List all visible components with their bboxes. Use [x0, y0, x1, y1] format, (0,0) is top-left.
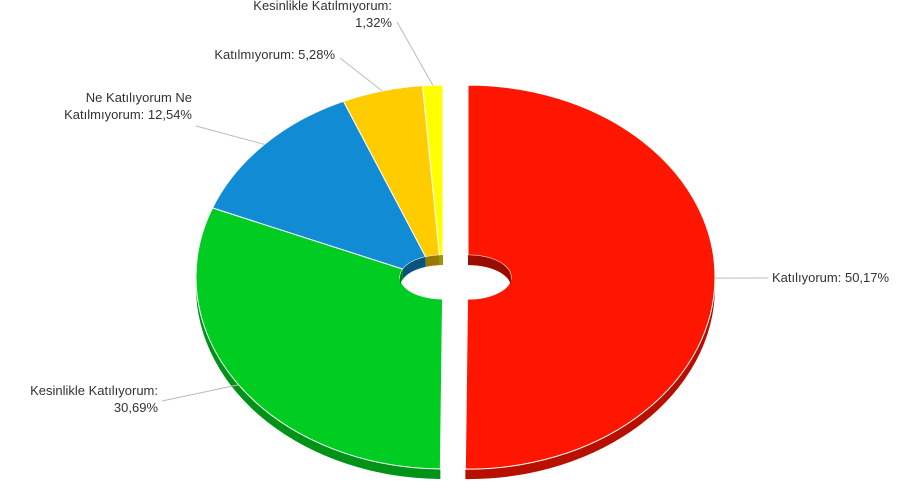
slice-label-line: 30,69% [114, 400, 159, 415]
slice-label: Katılmıyorum: 5,28% [214, 47, 335, 62]
slice-label-line: Katılıyorum: 50,17% [772, 270, 889, 285]
leader-line [340, 58, 382, 91]
slice-label-line: Katılmıyorum: 12,54% [64, 107, 192, 122]
slice-label: Ne Katılıyorum Ne Katılmıyorum: 12,54% [64, 90, 192, 122]
slice-label-line: Ne Katılıyorum Ne [86, 90, 192, 105]
slice-label-line: Kesinlikle Katılıyorum: [30, 383, 158, 398]
slice-label-line: 1,32% [355, 15, 392, 30]
leader-line [397, 22, 433, 85]
slice-label-line: Kesinlikle Katılmıyorum: [253, 0, 392, 13]
slice-label: Katılıyorum: 50,17% [772, 270, 889, 285]
pie-slice-inner-wall [426, 255, 440, 267]
slice-label: Kesinlikle Katılıyorum: 30,69% [30, 383, 158, 415]
pie-slice-inner-wall [439, 255, 443, 265]
slice-label-line: Katılmıyorum: 5,28% [214, 47, 335, 62]
pie-slice[interactable] [465, 85, 715, 469]
slice-label: Kesinlikle Katılmıyorum: 1,32% [253, 0, 392, 30]
leader-line [162, 385, 239, 401]
leader-line [196, 126, 264, 144]
